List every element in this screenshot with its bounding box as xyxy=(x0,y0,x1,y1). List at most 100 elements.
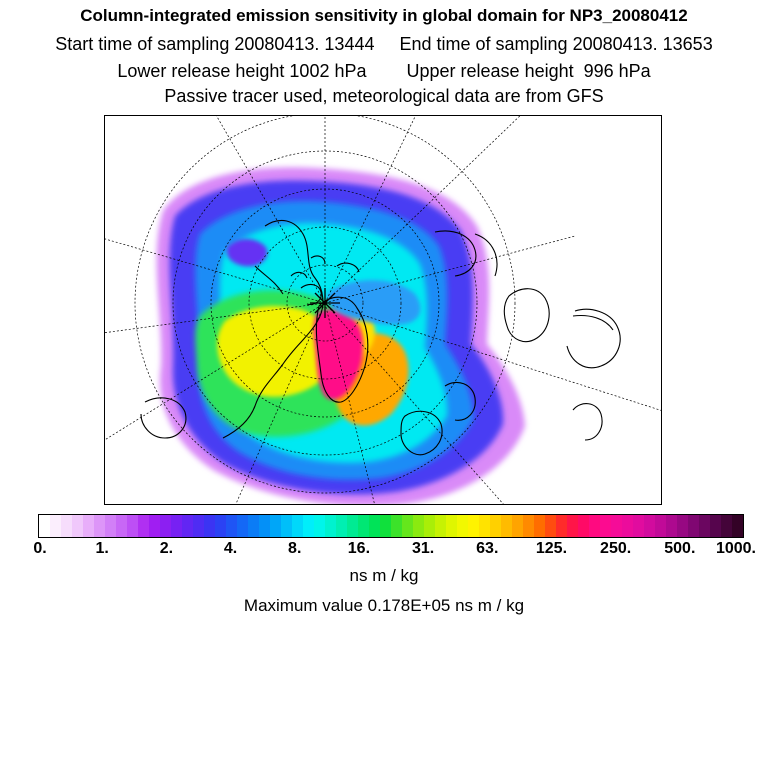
colorbar-cell xyxy=(534,515,545,537)
colorbar-cell xyxy=(380,515,391,537)
colorbar-cell xyxy=(281,515,292,537)
colorbar-cell xyxy=(490,515,501,537)
field-blue-patch-north xyxy=(226,238,268,267)
colorbar-cell xyxy=(149,515,160,537)
colorbar-cell xyxy=(677,515,688,537)
colorbar-cell xyxy=(435,515,446,537)
colorbar-cell xyxy=(61,515,72,537)
colorbar-tick-label: 1000. xyxy=(715,540,757,557)
colorbar-tick-label: 1. xyxy=(95,540,109,557)
colorbar-cell xyxy=(666,515,677,537)
map-panel xyxy=(104,115,662,505)
colorbar-tick-label: 16. xyxy=(347,540,371,557)
colorbar-cell xyxy=(556,515,567,537)
colorbar-cell xyxy=(512,515,523,537)
colorbar-cell xyxy=(347,515,358,537)
colorbar-tick-label: 4. xyxy=(223,540,238,557)
coast-siberia xyxy=(434,230,498,277)
sensitivity-map xyxy=(105,116,661,504)
field-azure-sector xyxy=(327,280,421,325)
maximum-value: Maximum value 0.178E+05 ns m / kg xyxy=(243,596,525,615)
colorbar-tick-label: 0. xyxy=(33,540,47,557)
colorbar-cell xyxy=(611,515,622,537)
sensitivity-field xyxy=(156,167,525,504)
colorbar-cell xyxy=(116,515,127,537)
colorbar-cell xyxy=(589,515,600,537)
colorbar-cell xyxy=(292,515,303,537)
coast-lower-left xyxy=(140,397,187,439)
colorbar-cell xyxy=(578,515,589,537)
colorbar xyxy=(38,514,744,538)
colorbar-tick-label: 31. xyxy=(411,540,435,557)
colorbar-cell xyxy=(358,515,369,537)
coast-asia-east xyxy=(503,288,621,369)
colorbar-cell xyxy=(127,515,138,537)
field-yellow-west xyxy=(217,305,336,397)
colorbar-cell xyxy=(160,515,171,537)
colorbar-cell xyxy=(226,515,237,537)
colorbar-cell xyxy=(314,515,325,537)
meridians xyxy=(105,116,661,504)
coast-pacific-east xyxy=(572,314,614,441)
colorbar-cell xyxy=(457,515,468,537)
colorbar-cell xyxy=(721,515,732,537)
colorbar-tick-label: 250. xyxy=(600,540,632,557)
colorbar-cell xyxy=(303,515,314,537)
colorbar-tick-label: 500. xyxy=(664,540,696,557)
colorbar-cell xyxy=(171,515,182,537)
colorbar-cell xyxy=(336,515,347,537)
colorbar-cell xyxy=(391,515,402,537)
colorbar-cell xyxy=(94,515,105,537)
release-height-line: Lower release height 1002 hPa Upper rele… xyxy=(117,61,651,81)
colorbar-cell xyxy=(688,515,699,537)
colorbar-tick-label: 125. xyxy=(535,540,568,557)
coast-arctic-islands xyxy=(290,255,360,305)
colorbar-cell xyxy=(105,515,116,537)
colorbar-cell xyxy=(633,515,644,537)
colorbar-tick-label: 63. xyxy=(476,540,499,557)
map-title: Column-integrated emission sensitivity i… xyxy=(80,6,688,25)
colorbar-cell xyxy=(402,515,413,537)
colorbar-tick-label: 8. xyxy=(288,540,302,557)
colorbar-cell xyxy=(138,515,149,537)
colorbar-cell xyxy=(39,515,50,537)
colorbar-tick-label: 2. xyxy=(159,540,174,557)
colorbar-cell xyxy=(655,515,666,537)
colorbar-cell xyxy=(248,515,259,537)
colorbar-cell xyxy=(182,515,193,537)
colorbar-cell xyxy=(699,515,710,537)
coastlines xyxy=(140,219,621,456)
colorbar-cell xyxy=(270,515,281,537)
colorbar-cell xyxy=(479,515,490,537)
colorbar-cell xyxy=(83,515,94,537)
colorbar-cell xyxy=(237,515,248,537)
colorbar-cell xyxy=(644,515,655,537)
colorbar-cell xyxy=(204,515,215,537)
colorbar-cell xyxy=(545,515,556,537)
colorbar-cell xyxy=(325,515,336,537)
colorbar-cell xyxy=(259,515,270,537)
colorbar-cell xyxy=(72,515,83,537)
tracer-info-line: Passive tracer used, meteorological data… xyxy=(164,86,604,106)
colorbar-unit: ns m / kg xyxy=(349,566,419,585)
colorbar-cell xyxy=(523,515,534,537)
coast-europe xyxy=(400,381,476,456)
colorbar-cell xyxy=(193,515,204,537)
colorbar-cell xyxy=(369,515,380,537)
colorbar-cell xyxy=(413,515,424,537)
colorbar-cell xyxy=(622,515,633,537)
colorbar-cell xyxy=(50,515,61,537)
colorbar-cell xyxy=(446,515,457,537)
colorbar-cell xyxy=(732,515,743,537)
station-marker xyxy=(310,288,340,318)
colorbar-cell xyxy=(424,515,435,537)
colorbar-cell xyxy=(468,515,479,537)
colorbar-cell xyxy=(600,515,611,537)
colorbar-cell xyxy=(567,515,578,537)
coast-greenland xyxy=(315,296,369,403)
field-magenta-peak xyxy=(313,309,364,400)
colorbar-cell xyxy=(710,515,721,537)
colorbar-cell xyxy=(501,515,512,537)
colorbar-cell xyxy=(215,515,226,537)
sampling-time-line: Start time of sampling 20080413. 13444 E… xyxy=(55,34,713,54)
